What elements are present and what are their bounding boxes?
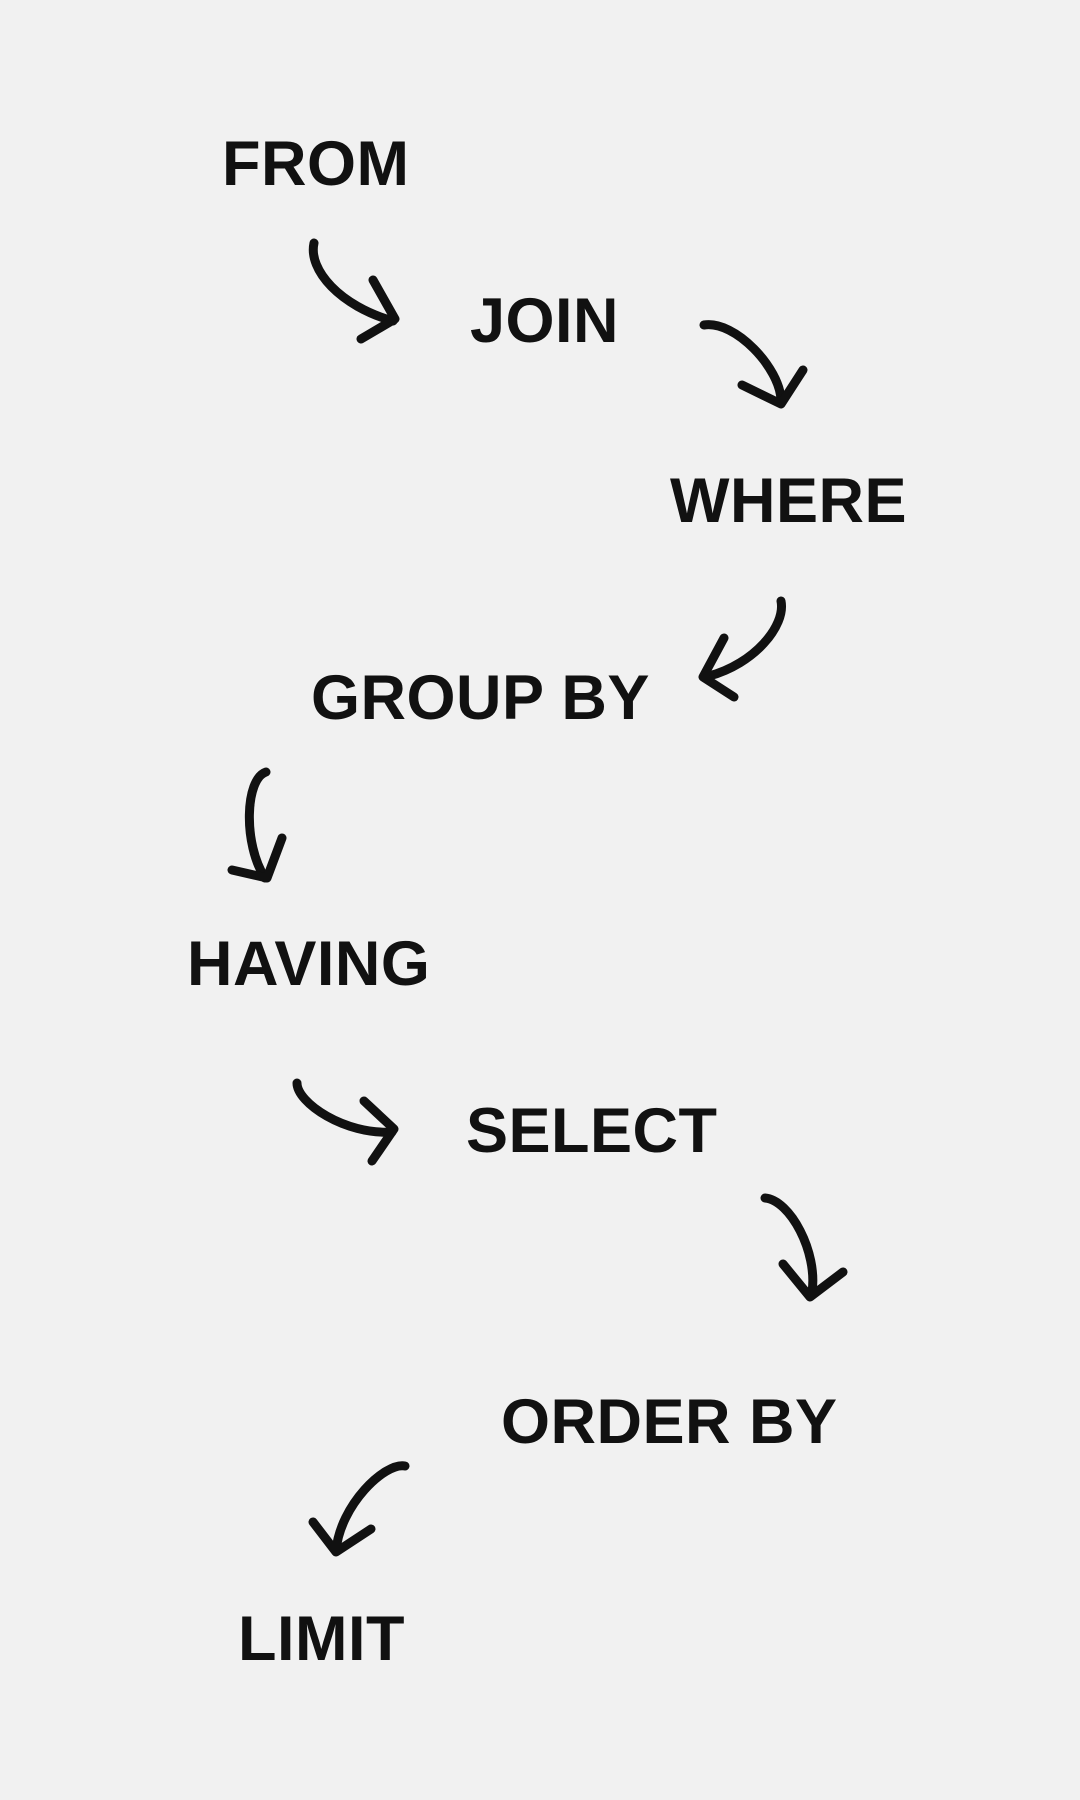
arrow-shaft	[308, 238, 398, 326]
arrow-shaft	[699, 320, 786, 405]
arrow-shaft	[704, 596, 786, 681]
arrow-group-by-to-having-icon	[227, 767, 287, 883]
arrow-join-to-where-icon	[699, 320, 808, 409]
step-order-by: ORDER BY	[501, 1387, 838, 1457]
step-group-by: GROUP BY	[311, 663, 650, 733]
arrow-from-to-join-icon	[308, 238, 400, 344]
arrow-order-by-to-limit-icon	[308, 1461, 410, 1557]
arrow-shaft	[760, 1193, 818, 1297]
arrow-shaft	[244, 767, 271, 883]
arrow-select-to-order-by-icon	[760, 1193, 848, 1302]
step-having: HAVING	[187, 929, 431, 999]
step-join: JOIN	[470, 286, 620, 356]
arrow-where-to-group-by-icon	[698, 596, 786, 702]
arrow-head	[227, 833, 287, 883]
arrow-head	[778, 1259, 848, 1302]
arrow-head	[356, 275, 400, 344]
step-select: SELECT	[466, 1096, 718, 1166]
arrow-head	[308, 1517, 376, 1557]
arrow-head	[737, 365, 808, 409]
arrow-shaft	[331, 1461, 410, 1556]
step-limit: LIMIT	[238, 1604, 405, 1674]
step-where: WHERE	[670, 466, 907, 536]
arrow-head	[698, 633, 739, 702]
arrow-shaft	[292, 1078, 397, 1137]
arrow-having-to-select-icon	[292, 1078, 399, 1166]
step-from: FROM	[222, 129, 410, 199]
arrow-head	[359, 1096, 399, 1166]
